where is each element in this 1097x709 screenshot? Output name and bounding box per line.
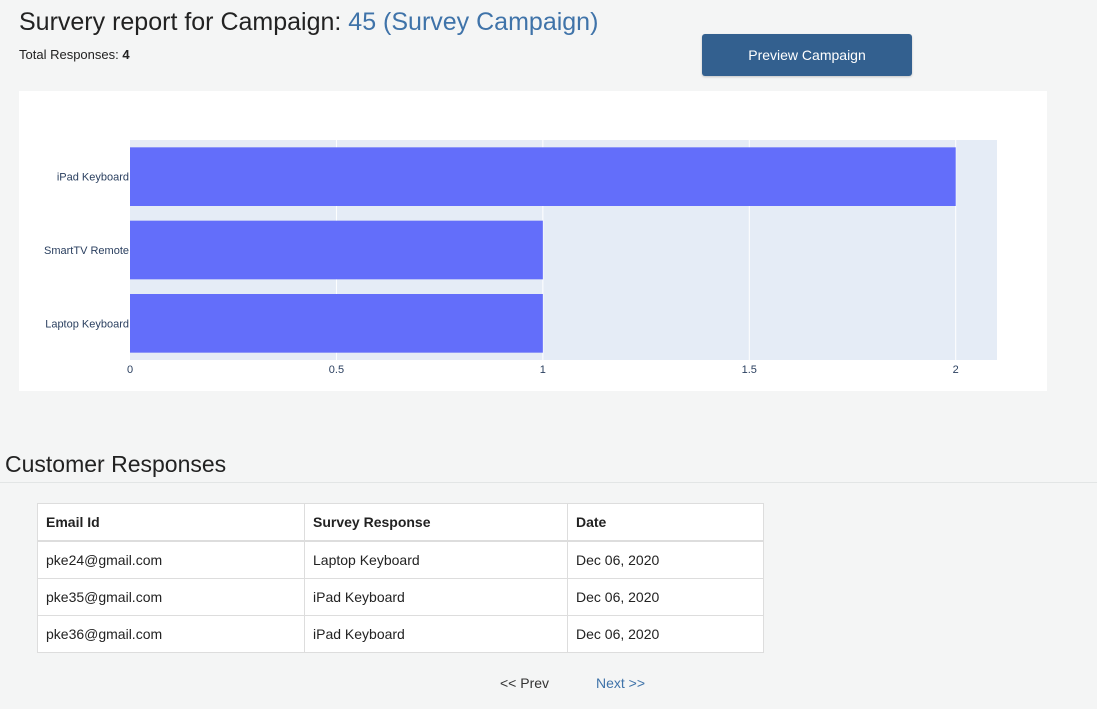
column-header-survey-response: Survey Response [304,503,568,542]
table-row: pke24@gmail.com Laptop Keyboard Dec 06, … [37,540,764,579]
x-tick-label: 0 [127,364,133,376]
bar [130,294,543,353]
prev-page-link[interactable]: << Prev [500,675,550,691]
table-row: pke35@gmail.com iPad Keyboard Dec 06, 20… [37,578,764,616]
cell-date: Dec 06, 2020 [567,578,764,616]
page-title-prefix: Survery report for Campaign: [19,8,349,36]
bar [130,147,956,206]
x-tick-label: 1 [540,364,546,376]
y-tick-label: iPad Keyboard [57,172,129,184]
total-responses-label: Total Responses: [19,47,123,62]
x-tick-label: 1.5 [742,364,757,376]
campaign-link[interactable]: 45 (Survey Campaign) [348,8,599,36]
column-header-date: Date [567,503,764,542]
total-responses-count: 4 [122,47,130,62]
response-chart: 0 0.5 1 1.5 2 iPad Keyboard SmartTV Remote Lapt… [19,91,1047,391]
cell-survey-response: iPad Keyboard [304,578,568,616]
next-page-link[interactable]: Next >> [596,675,646,691]
table-row: pke36@gmail.com iPad Keyboard Dec 06, 20… [37,615,764,653]
cell-survey-response: iPad Keyboard [304,615,568,653]
cell-email: pke24@gmail.com [37,540,305,579]
bar [130,220,543,280]
column-header-email: Email Id [37,503,305,542]
y-tick-label: Laptop Keyboard [45,318,129,330]
total-responses: Total Responses: 4 [19,47,130,63]
page-title: Survery report for Campaign: 45 (Survey … [19,6,598,38]
cell-date: Dec 06, 2020 [567,615,764,653]
section-divider [0,482,1097,483]
response-bar-chart: 0 0.5 1 1.5 2 iPad Keyboard SmartTV Remote Lapt… [44,140,997,376]
responses-table: Email Id Survey Response Date pke24@gmai… [37,503,764,653]
preview-campaign-button[interactable]: Preview Campaign [702,34,912,76]
y-tick-label: SmartTV Remote [44,245,129,257]
x-tick-label: 2 [953,364,959,376]
table-header-row: Email Id Survey Response Date [37,503,764,542]
cell-survey-response: Laptop Keyboard [304,540,568,579]
cell-email: pke36@gmail.com [37,615,305,653]
cell-email: pke35@gmail.com [37,578,305,616]
x-tick-label: 0.5 [329,364,344,376]
customer-responses-title: Customer Responses [5,451,227,477]
cell-date: Dec 06, 2020 [567,540,764,579]
